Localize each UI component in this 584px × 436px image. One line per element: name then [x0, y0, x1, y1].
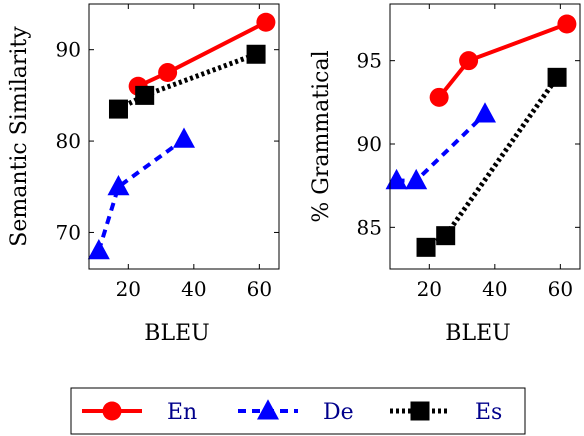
- x-axis-label: BLEU: [144, 321, 209, 346]
- legend: En De Es: [70, 387, 526, 435]
- legend-label: En: [167, 400, 197, 425]
- data-point-es: [246, 44, 266, 64]
- legend-item-es: Es: [390, 400, 502, 425]
- y-tick-label: 80: [56, 129, 81, 153]
- series-es: [416, 67, 567, 257]
- y-axis-label: Semantic Similarity: [7, 26, 32, 247]
- y-tick-label: 90: [56, 38, 81, 62]
- data-point-en: [459, 51, 479, 71]
- y-tick-label: 70: [56, 220, 81, 244]
- plot-frame: [389, 3, 581, 270]
- series-line-de: [396, 112, 487, 183]
- data-point-es: [416, 237, 436, 257]
- x-tick-label: 20: [116, 277, 141, 301]
- data-point-en: [256, 12, 276, 32]
- legend-label: De: [323, 400, 354, 425]
- legend-item-en: En: [82, 400, 197, 425]
- data-point-de: [107, 174, 130, 196]
- plot-frame: [88, 3, 280, 270]
- chart-semantic-similarity: 20 40 60 70 80 90 BLEU Semantic Similarity: [7, 3, 280, 346]
- legend-marker-de: [257, 399, 279, 420]
- x-axis-label: BLEU: [445, 321, 510, 346]
- legend-item-de: De: [238, 399, 354, 425]
- data-point-en: [557, 14, 577, 34]
- y-axis-label: % Grammatical: [309, 50, 334, 222]
- chart-grammatical: 20 40 60 85 90 95 BLEU % Grammatical: [309, 3, 581, 346]
- x-tick-label: 20: [417, 277, 442, 301]
- data-point-de: [474, 102, 496, 123]
- legend-label: Es: [475, 400, 502, 425]
- data-point-es: [547, 67, 567, 87]
- x-tick-label: 60: [548, 277, 573, 301]
- series-en: [429, 14, 577, 107]
- legend-marker-es: [410, 401, 430, 421]
- data-point-de: [173, 127, 195, 148]
- data-point-en: [158, 63, 178, 83]
- series-de: [87, 127, 195, 260]
- data-point-es: [108, 99, 128, 119]
- data-point-de: [87, 238, 110, 260]
- y-tick-label: 85: [357, 215, 382, 239]
- series-es: [108, 44, 266, 119]
- series-line-es: [117, 51, 257, 112]
- legend-marker-en: [102, 401, 122, 421]
- x-tick-label: 40: [482, 277, 507, 301]
- series-de: [385, 102, 496, 190]
- y-tick-label: 90: [357, 132, 382, 156]
- data-point-es: [135, 85, 155, 105]
- data-point-es: [436, 226, 456, 246]
- data-point-de: [385, 168, 408, 190]
- data-point-de: [405, 168, 428, 190]
- data-point-en: [429, 87, 449, 107]
- y-tick-label: 95: [357, 49, 382, 73]
- x-tick-label: 40: [181, 277, 206, 301]
- x-tick-label: 60: [247, 277, 272, 301]
